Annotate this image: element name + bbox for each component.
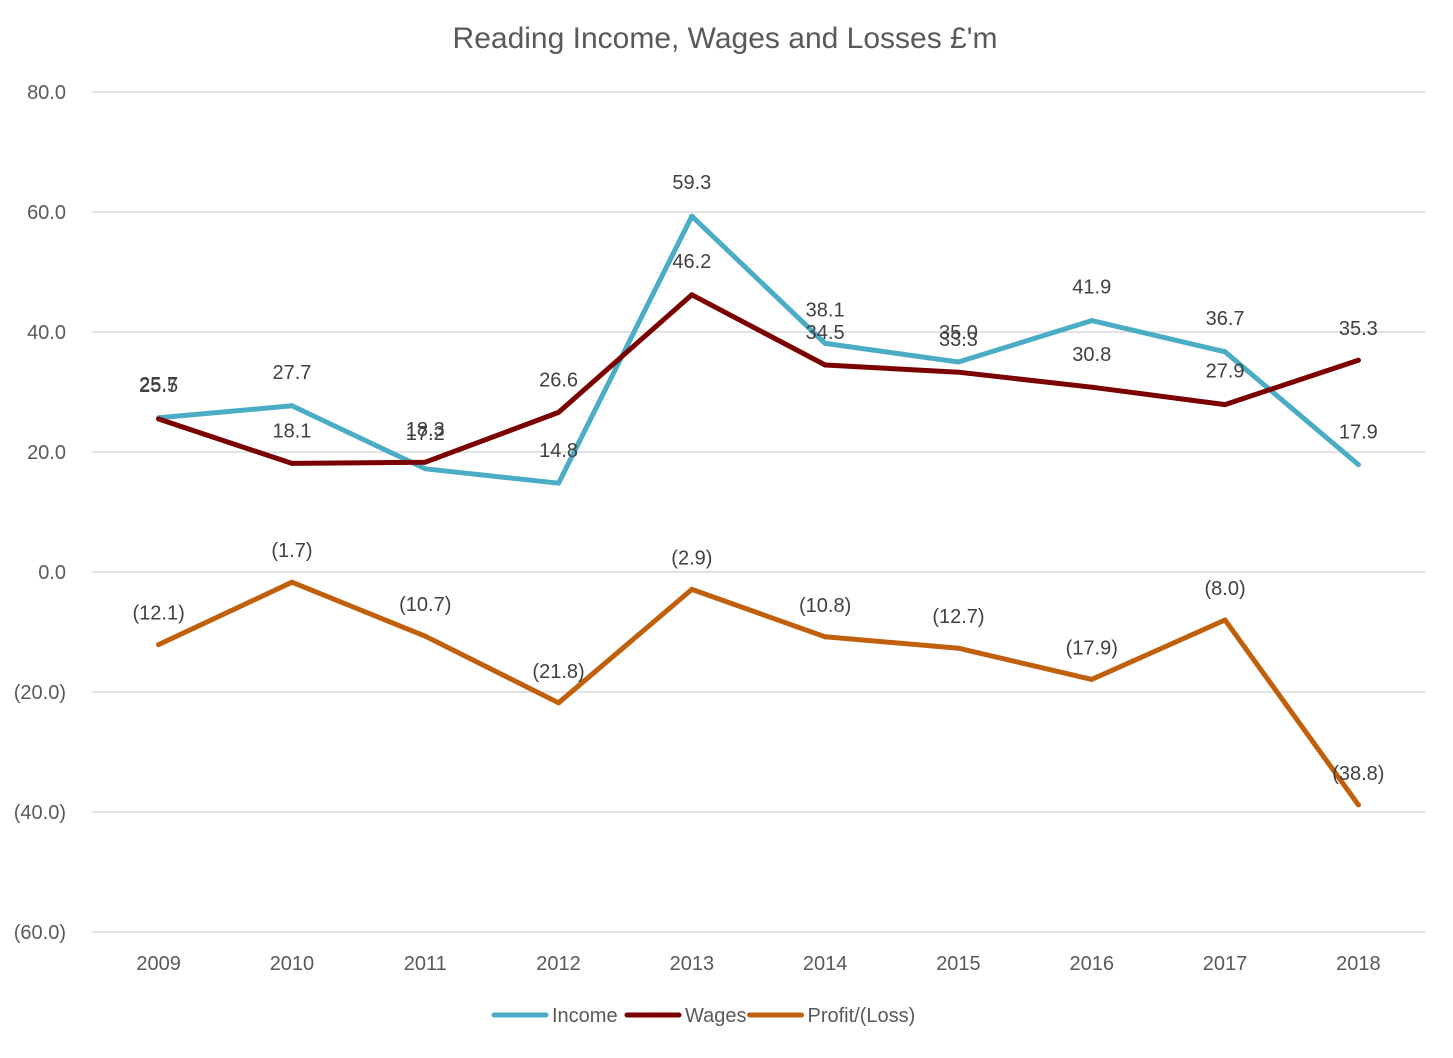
data-point-wages bbox=[689, 292, 695, 298]
y-tick-label: 20.0 bbox=[27, 442, 66, 464]
data-label-profit-loss: (8.0) bbox=[1204, 578, 1245, 600]
data-label-profit-loss: (38.8) bbox=[1332, 763, 1384, 785]
data-point-profit-loss bbox=[1222, 617, 1228, 623]
data-point-profit-loss bbox=[1355, 802, 1361, 808]
data-label-wages: 27.9 bbox=[1206, 361, 1245, 383]
data-label-wages: 25.5 bbox=[139, 375, 178, 397]
data-point-income bbox=[822, 340, 828, 346]
series-line-profit-loss bbox=[156, 579, 1361, 808]
legend-label-wages: Wages bbox=[685, 1005, 747, 1027]
series-line-wages bbox=[156, 292, 1361, 466]
data-point-income bbox=[1089, 318, 1095, 324]
data-point-profit-loss bbox=[422, 633, 428, 639]
y-axis: 80.0 60.0 40.0 20.0 0.0 (20.0) (40.0) (60.0) bbox=[14, 82, 66, 944]
data-point-income bbox=[556, 480, 562, 486]
y-tick-label: (60.0) bbox=[14, 922, 66, 944]
data-point-profit-loss bbox=[289, 579, 295, 585]
data-point-income bbox=[1355, 462, 1361, 468]
data-label-profit-loss: (12.1) bbox=[133, 603, 185, 625]
data-point-profit-loss bbox=[556, 700, 562, 706]
data-label-wages: 18.1 bbox=[272, 420, 311, 442]
data-point-profit-loss bbox=[955, 645, 961, 651]
x-axis: 2009 2010 2011 2012 2013 2014 2015 2016 2017 2018 bbox=[136, 953, 1380, 975]
data-label-income: 17.2 bbox=[406, 423, 445, 445]
chart-title: Reading Income, Wages and Losses £'m bbox=[453, 22, 998, 55]
data-point-wages bbox=[1222, 402, 1228, 408]
data-label-wages: 34.5 bbox=[806, 322, 845, 344]
data-labels: 25.7 27.7 17.2 14.8 59.3 38.1 35.0 41.9 36.7 17.9… bbox=[133, 172, 1385, 785]
x-tick-label: 2016 bbox=[1070, 953, 1115, 975]
data-label-income: 14.8 bbox=[539, 440, 578, 462]
y-tick-label: 60.0 bbox=[27, 202, 66, 224]
data-label-wages: 46.2 bbox=[672, 251, 711, 273]
data-label-profit-loss: (17.9) bbox=[1066, 637, 1118, 659]
legend-label-income: Income bbox=[552, 1005, 618, 1027]
data-point-income bbox=[689, 213, 695, 219]
data-label-wages: 35.3 bbox=[1339, 318, 1378, 340]
y-tick-label: (40.0) bbox=[14, 802, 66, 824]
data-point-income bbox=[955, 359, 961, 365]
data-label-profit-loss: (12.7) bbox=[932, 606, 984, 628]
data-label-wages: 33.3 bbox=[939, 329, 978, 351]
gridlines bbox=[92, 91, 1425, 933]
x-tick-label: 2018 bbox=[1336, 953, 1381, 975]
data-point-wages bbox=[556, 409, 562, 415]
data-label-wages: 18.3 bbox=[406, 419, 445, 441]
data-point-wages bbox=[1089, 384, 1095, 390]
data-point-wages bbox=[156, 416, 162, 422]
data-point-income bbox=[289, 403, 295, 409]
data-label-profit-loss: (10.7) bbox=[399, 594, 451, 616]
data-label-income: 35.0 bbox=[939, 322, 978, 344]
x-tick-label: 2012 bbox=[536, 953, 581, 975]
y-tick-label: 40.0 bbox=[27, 322, 66, 344]
x-tick-label: 2015 bbox=[936, 953, 981, 975]
data-point-income bbox=[1222, 349, 1228, 355]
data-point-income bbox=[422, 466, 428, 472]
data-point-wages bbox=[955, 369, 961, 375]
data-point-profit-loss bbox=[822, 634, 828, 640]
data-label-income: 59.3 bbox=[672, 172, 711, 194]
y-tick-label: (20.0) bbox=[14, 682, 66, 704]
y-tick-label: 0.0 bbox=[38, 562, 66, 584]
x-tick-label: 2017 bbox=[1203, 953, 1248, 975]
x-tick-label: 2009 bbox=[136, 953, 181, 975]
series-line-income bbox=[156, 213, 1361, 486]
data-point-wages bbox=[1355, 357, 1361, 363]
data-label-wages: 26.6 bbox=[539, 369, 578, 391]
data-label-income: 36.7 bbox=[1206, 308, 1245, 330]
data-label-income: 17.9 bbox=[1339, 422, 1378, 444]
data-label-wages: 30.8 bbox=[1072, 344, 1111, 366]
data-label-profit-loss: (21.8) bbox=[532, 661, 584, 683]
x-tick-label: 2014 bbox=[803, 953, 848, 975]
data-point-wages bbox=[422, 459, 428, 465]
data-point-profit-loss bbox=[689, 586, 695, 592]
data-label-profit-loss: (10.8) bbox=[799, 595, 851, 617]
series-layer bbox=[156, 213, 1361, 808]
legend-label-profit-loss: Profit/(Loss) bbox=[808, 1005, 916, 1027]
data-label-income: 27.7 bbox=[272, 362, 311, 384]
x-tick-label: 2013 bbox=[670, 953, 715, 975]
data-label-profit-loss: (1.7) bbox=[271, 540, 312, 562]
data-label-profit-loss: (2.9) bbox=[671, 547, 712, 569]
data-point-wages bbox=[822, 362, 828, 368]
data-point-profit-loss bbox=[1089, 676, 1095, 682]
y-tick-label: 80.0 bbox=[27, 82, 66, 104]
x-tick-label: 2010 bbox=[270, 953, 315, 975]
data-point-wages bbox=[289, 460, 295, 466]
data-point-profit-loss bbox=[156, 642, 162, 648]
data-label-income: 38.1 bbox=[806, 299, 845, 321]
data-label-income: 25.7 bbox=[139, 374, 178, 396]
x-tick-label: 2011 bbox=[404, 953, 447, 975]
legend: Income Wages Profit/(Loss) bbox=[491, 1005, 916, 1027]
data-label-income: 41.9 bbox=[1072, 277, 1111, 299]
